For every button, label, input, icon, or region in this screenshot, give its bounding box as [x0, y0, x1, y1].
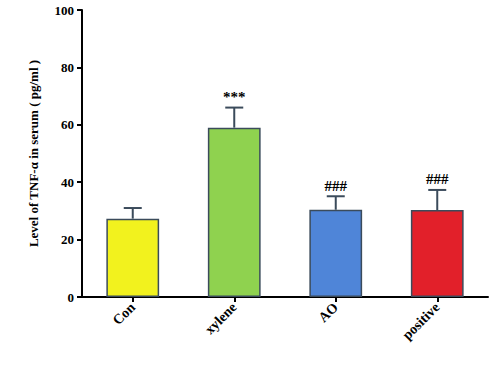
svg-text:0: 0: [68, 290, 75, 305]
svg-text:80: 80: [61, 60, 74, 75]
svg-text:40: 40: [61, 175, 74, 190]
svg-text:AO: AO: [316, 300, 342, 326]
svg-text:***: ***: [223, 89, 246, 105]
svg-text:Level of TNF-α in serum ( pg/m: Level of TNF-α in serum ( pg/ml ): [26, 60, 41, 247]
svg-text:positive: positive: [400, 300, 443, 343]
svg-text:xylene: xylene: [202, 300, 240, 338]
svg-text:###: ###: [325, 178, 348, 194]
svg-text:60: 60: [61, 117, 74, 132]
svg-text:###: ###: [426, 171, 449, 187]
svg-text:100: 100: [55, 3, 75, 18]
svg-text:20: 20: [61, 232, 74, 247]
svg-text:Con: Con: [110, 300, 138, 328]
